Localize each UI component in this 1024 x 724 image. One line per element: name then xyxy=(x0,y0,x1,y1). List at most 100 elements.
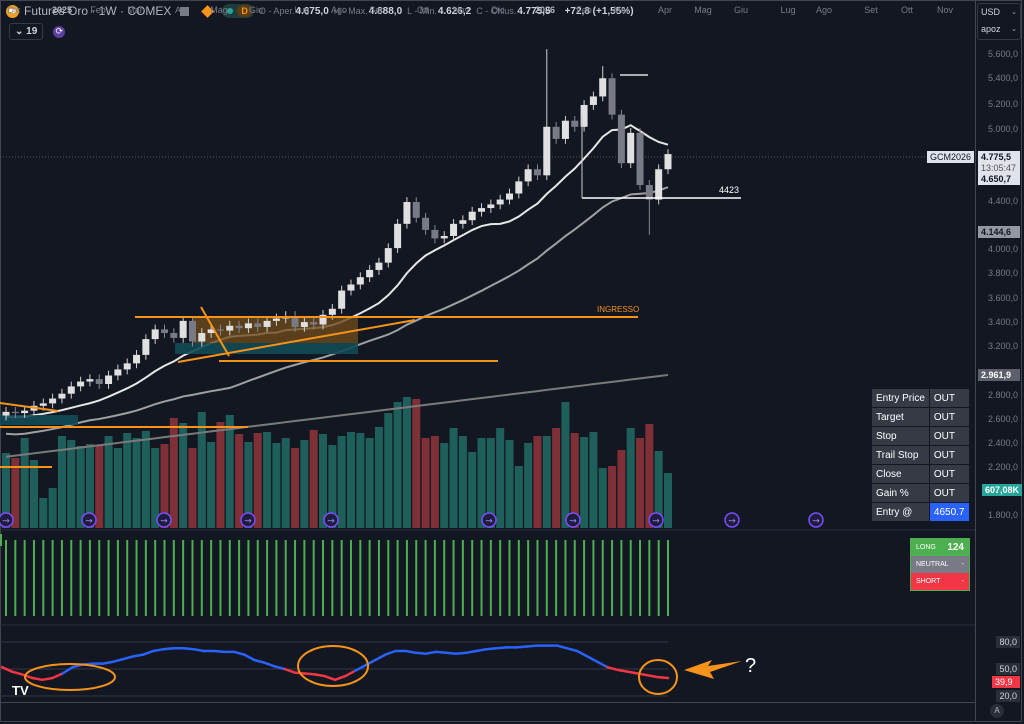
currency-unit-selector[interactable]: USD ⌄ apoz ⌄ xyxy=(977,3,1021,40)
strategy-label: Stop xyxy=(871,426,930,446)
chevron-down-icon: ⌄ xyxy=(1011,9,1017,16)
symbol-title[interactable]: Futures Oro · 1W · COMEX xyxy=(24,4,172,18)
candle-body xyxy=(599,78,607,97)
market-status-pill[interactable]: D xyxy=(222,4,254,18)
volume-bar xyxy=(626,428,635,528)
currency-dropdown[interactable]: USD ⌄ xyxy=(978,4,1020,21)
candle-body xyxy=(95,379,103,384)
candle-body xyxy=(412,202,420,218)
ma-slow-line xyxy=(5,373,669,458)
candle-body xyxy=(459,220,467,224)
event-marker-icon xyxy=(156,512,172,528)
candle-body xyxy=(310,322,318,325)
candle-body xyxy=(291,316,299,327)
candle-body xyxy=(496,199,504,205)
oscillator-line xyxy=(414,651,428,655)
ohlc-values: O - Aper.4.675,0 H - Max.4.888,0 L - Min.4… xyxy=(259,5,556,17)
volume-bar xyxy=(374,427,383,528)
time-tick: Dic xyxy=(7,5,21,15)
signal-bar xyxy=(629,540,632,616)
candle-body xyxy=(67,386,75,394)
candle-body xyxy=(515,181,523,194)
ohlc-value: 4.888,0 xyxy=(368,6,403,17)
auto-scale-button[interactable]: A xyxy=(990,704,1004,718)
flag-icon[interactable] xyxy=(180,6,190,16)
event-marker-icon: ⇝ xyxy=(85,516,93,526)
support-zone xyxy=(175,343,358,354)
price-tick: 2.200,0 xyxy=(987,462,1018,472)
chart-canvas[interactable]: INGRESSO 4423 ⇝ ⇝ ⇝ ⇝ ⇝ ⇝ ⇝ ⇝ ⇝ ⇝? TV xyxy=(0,0,975,702)
volume-bar xyxy=(346,432,355,528)
signal-bar xyxy=(70,540,73,616)
price-tick: 2.600,0 xyxy=(987,414,1018,424)
time-tick: Apr xyxy=(174,5,190,15)
oscillator-line xyxy=(232,650,246,656)
candle-body xyxy=(244,323,252,329)
candle-body xyxy=(86,379,94,382)
oscillator-line xyxy=(61,665,74,675)
volume-bar xyxy=(263,432,272,528)
signal-bar xyxy=(79,540,82,616)
signal-box: LONG 124 NEUTRAL - SHORT - xyxy=(910,538,970,591)
oscillator-line xyxy=(606,665,619,672)
volume-bar xyxy=(514,466,523,528)
signal-bar xyxy=(499,540,502,616)
candle-body xyxy=(198,333,206,342)
signal-bar xyxy=(154,540,157,616)
sync-icon[interactable]: ⟳ xyxy=(53,25,66,38)
signal-bar xyxy=(210,540,213,616)
oscillator-line xyxy=(333,674,347,682)
status-dot-icon xyxy=(227,8,234,14)
osc-level-20: 20,0 xyxy=(996,690,1020,702)
signal-bar xyxy=(517,540,520,616)
event-marker-icon: ⇝ xyxy=(728,516,736,526)
signal-bar xyxy=(527,540,530,616)
candle-body xyxy=(21,410,29,414)
strategy-value: OUT xyxy=(928,483,970,503)
volume-bar xyxy=(552,428,561,528)
candle-body xyxy=(543,126,551,176)
oscillator-line xyxy=(575,649,589,658)
oscillator-line xyxy=(142,649,155,656)
signal-bar xyxy=(51,540,54,616)
strategy-row: Close OUT xyxy=(871,464,970,484)
oscillator-line xyxy=(525,644,539,648)
signal-bar xyxy=(480,540,483,616)
price-tick: 2.800,0 xyxy=(987,390,1018,400)
price-tick: 3.200,0 xyxy=(987,341,1018,351)
oscillator-line xyxy=(182,647,195,651)
price-axis[interactable] xyxy=(975,0,1023,722)
signal-bar xyxy=(433,540,436,616)
time-tick: Set xyxy=(369,5,383,15)
candle-body xyxy=(300,322,308,327)
event-marker-icon: ⇝ xyxy=(652,516,660,526)
oscillator-line xyxy=(353,664,367,673)
signal-bar xyxy=(387,540,390,616)
candle-body xyxy=(487,204,495,209)
signal-bar xyxy=(536,540,539,616)
volume-bar xyxy=(132,438,141,528)
oscillator-line xyxy=(565,647,579,653)
unit-dropdown[interactable]: apoz ⌄ xyxy=(978,21,1020,38)
time-tick: Mag xyxy=(210,5,228,15)
indicators-collapse-button[interactable]: ⌄ 19 xyxy=(9,23,44,40)
ma-fast-line xyxy=(5,124,669,419)
signal-bar xyxy=(452,540,455,616)
candle-body xyxy=(216,329,224,331)
signal-bar xyxy=(349,540,352,616)
signal-bar xyxy=(377,540,380,616)
volume-bar xyxy=(598,468,607,528)
oscillator-line xyxy=(283,667,296,674)
candle-body xyxy=(468,211,476,221)
candle-body xyxy=(2,411,10,416)
time-axis[interactable] xyxy=(0,702,975,723)
volume-bar xyxy=(337,436,346,528)
time-tick: Apr xyxy=(657,5,673,15)
volume-bar xyxy=(319,434,328,528)
price-tick: 5.000,0 xyxy=(987,124,1018,134)
volume-bar xyxy=(384,413,393,528)
strategy-label: Gain % xyxy=(871,483,930,503)
ma-mid-label: 4.144,6 xyxy=(978,226,1020,238)
time-tick: Mar xyxy=(127,5,143,15)
